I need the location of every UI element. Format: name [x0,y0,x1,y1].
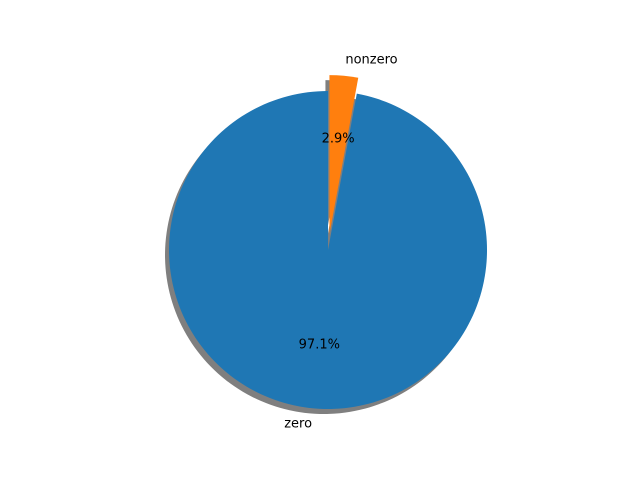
pie-percent-label-zero: 97.1% [299,338,340,353]
pie-wedge-layer [169,75,488,409]
pie-wedge-nonzero [329,75,359,235]
pie-percent-label-nonzero: 2.9% [322,132,355,147]
pie-wedge-zero [169,91,488,409]
pie-label-nonzero: nonzero [345,52,397,67]
pie-label-layer: zero 97.1% nonzero 2.9% [284,52,397,431]
pie-label-zero: zero [284,417,312,432]
